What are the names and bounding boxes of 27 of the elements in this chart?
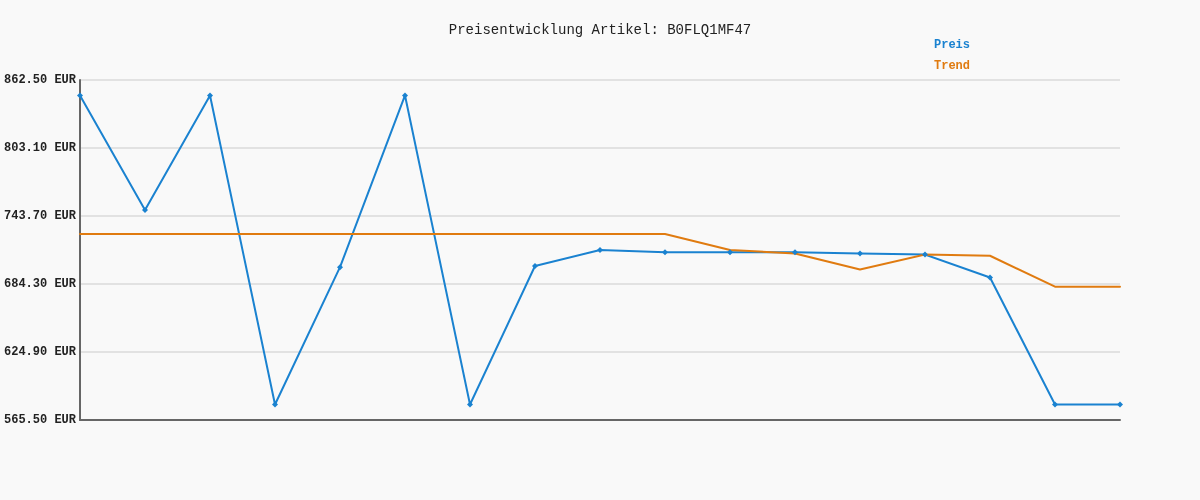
text: Trend [933,59,971,73]
point [272,401,278,408]
point [857,250,863,257]
y-tick-label: 565.50 EUR [3,413,77,427]
point [402,92,408,99]
point [337,264,343,271]
point [207,92,213,99]
point [662,249,668,256]
point [142,206,148,213]
point [532,263,538,270]
y-tick-label: 743.70 EUR [3,209,77,223]
line-series [79,232,1121,288]
point [467,401,473,408]
chart-title: Preisentwicklung Artikel: B0FLQ1MF47 [448,22,752,38]
point [1052,401,1058,408]
point [727,249,733,256]
point [987,274,993,281]
y-tick-label: 684.30 EUR [3,277,77,291]
point [77,92,83,99]
y-tick-label: 624.90 EUR [3,345,77,359]
y-tick-label: 803.10 EUR [3,141,77,155]
point [597,247,603,253]
point [792,249,798,256]
y-tick-label: 862.50 EUR [3,73,77,87]
point [1117,401,1123,408]
text: Preis [933,38,971,52]
point [922,251,928,258]
